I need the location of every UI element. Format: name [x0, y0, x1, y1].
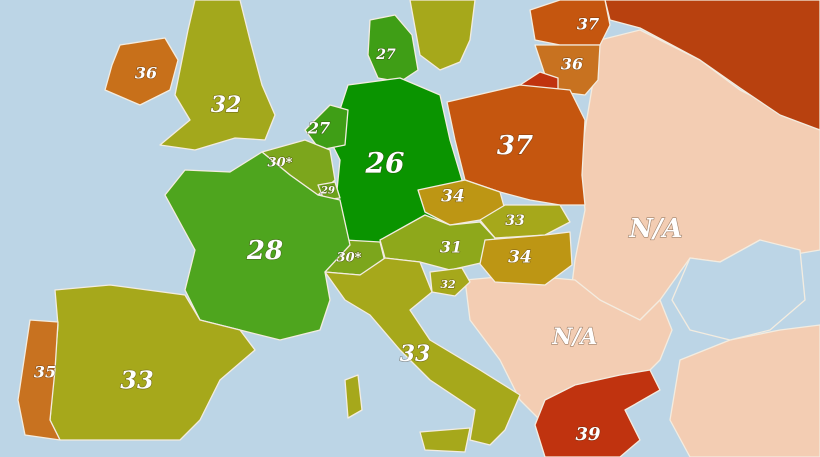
region-uk[interactable] [159, 0, 276, 151]
label-slovakia: 33 [505, 213, 525, 229]
label-austria: 31 [440, 238, 462, 257]
region-sweden[interactable] [409, 0, 476, 71]
region-latvia[interactable] [529, 0, 611, 46]
region-portugal[interactable] [17, 319, 61, 441]
region-poland[interactable] [446, 84, 586, 206]
label-ireland: 36 [135, 64, 157, 83]
label-eastern-europe: N/A [628, 214, 682, 244]
label-spain: 33 [120, 366, 153, 395]
label-greece: 39 [575, 424, 601, 445]
label-lithuania: 36 [561, 55, 583, 74]
region-black-sea [671, 239, 806, 341]
region-denmark[interactable] [367, 14, 419, 83]
label-netherlands: 27 [307, 119, 330, 138]
region-hungary[interactable] [479, 231, 573, 286]
region-greece[interactable] [534, 369, 661, 457]
label-france: 28 [246, 236, 283, 266]
region-italy[interactable] [324, 257, 521, 446]
region-sardinia [344, 374, 363, 419]
label-latvia: 37 [577, 15, 599, 34]
label-portugal: 35 [34, 363, 56, 382]
label-slovenia: 32 [440, 278, 456, 291]
label-balkans: N/A [551, 324, 597, 350]
region-sicily [419, 427, 471, 453]
label-denmark: 27 [375, 47, 396, 63]
region-russia[interactable] [604, 0, 820, 131]
label-poland: 37 [497, 131, 533, 161]
label-switzerland: 30* [337, 251, 362, 266]
region-luxembourg[interactable] [317, 181, 341, 201]
label-italy: 33 [400, 341, 431, 367]
region-ireland[interactable] [104, 37, 179, 106]
label-uk: 32 [211, 92, 242, 118]
label-luxembourg: 29 [320, 186, 335, 197]
label-czechia: 34 [441, 187, 465, 207]
region-france[interactable] [164, 151, 351, 341]
region-slovenia[interactable] [429, 267, 471, 297]
label-belgium: 30* [268, 156, 293, 171]
label-hungary: 34 [508, 248, 532, 268]
label-germany: 26 [365, 147, 405, 180]
